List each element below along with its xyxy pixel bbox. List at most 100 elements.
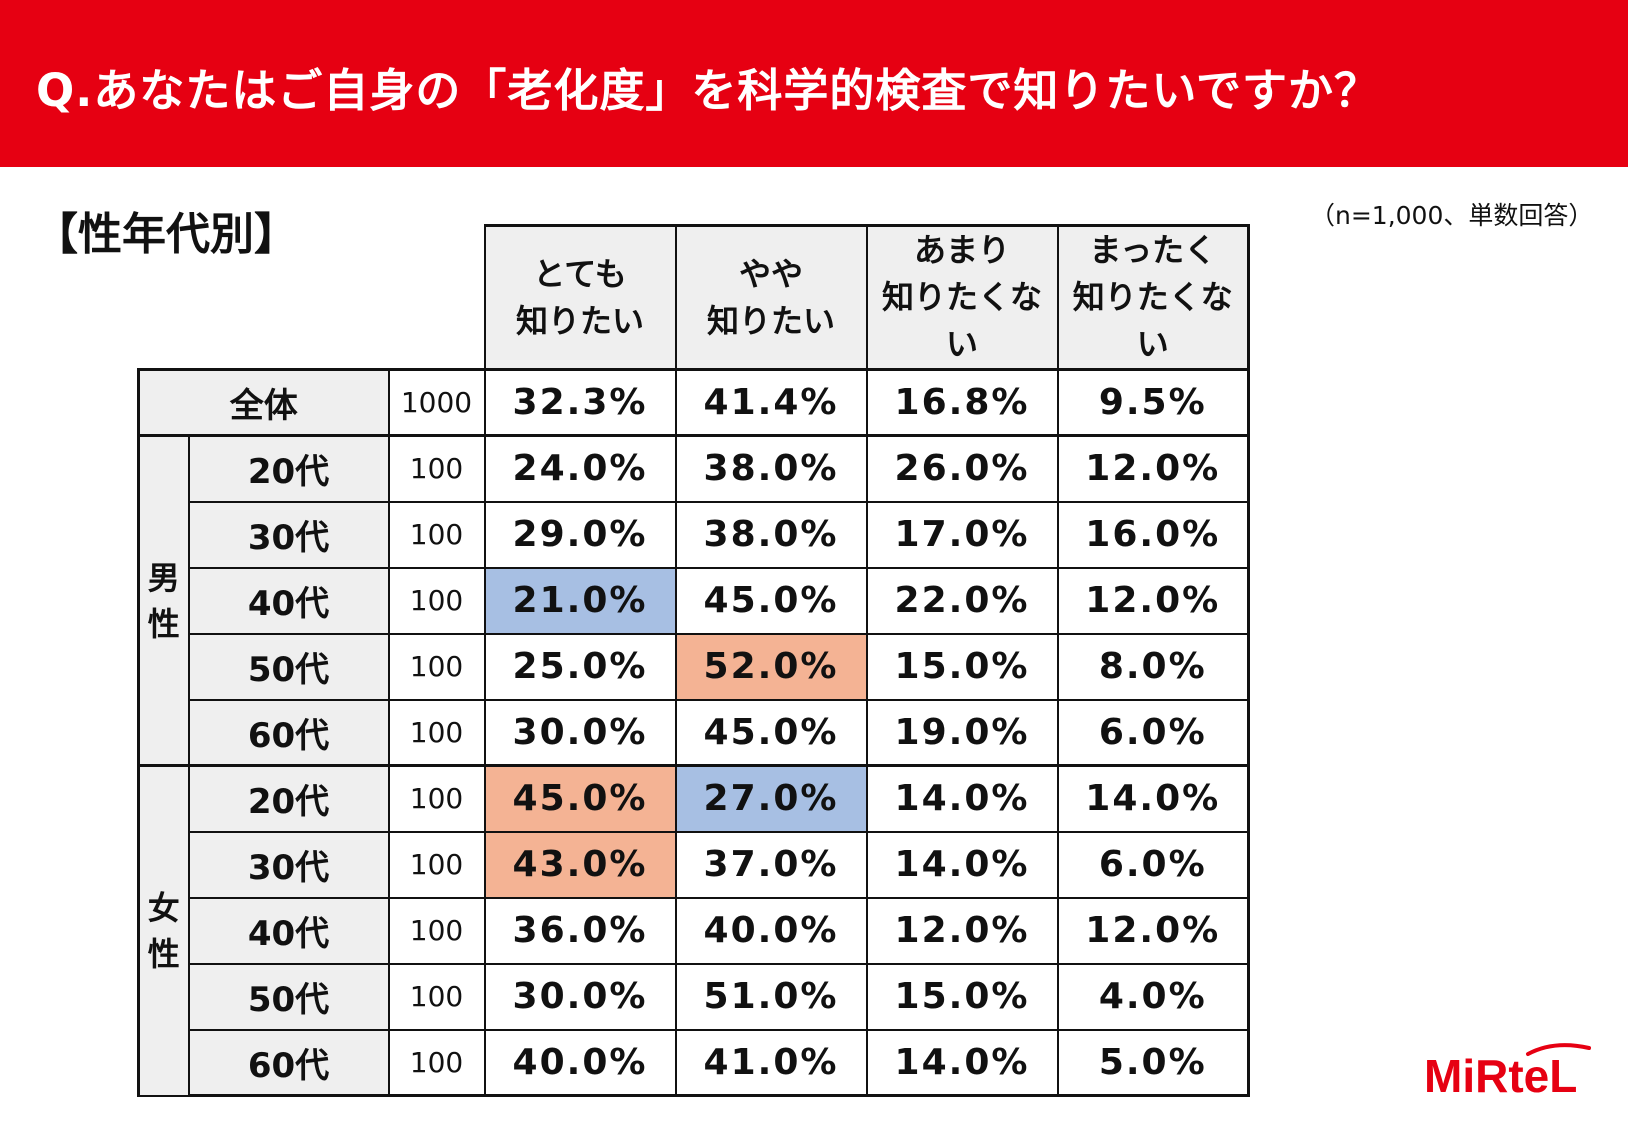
sample-count: 100 — [387, 698, 486, 767]
age-label: 40代 — [187, 566, 390, 635]
column-header-line1: やや — [738, 254, 803, 293]
age-label: 20代 — [187, 434, 390, 503]
gender-label-line1: 女 — [147, 888, 180, 927]
value-cell: 26.0% — [865, 434, 1059, 503]
sample-count: 1000 — [387, 368, 486, 437]
value-cell: 14.0% — [1056, 764, 1250, 833]
value-cell: 45.0% — [674, 698, 868, 767]
value-cell: 12.0% — [865, 896, 1059, 965]
value-cell: 21.0% — [483, 566, 677, 635]
table-row: 30代 100 29.0% 38.0% 17.0% 16.0% — [139, 500, 1250, 569]
sample-count: 100 — [387, 1028, 486, 1097]
table-row: 男性 20代 100 24.0% 38.0% 26.0% 12.0% — [137, 434, 1250, 767]
value-cell: 52.0% — [674, 632, 868, 701]
value-cell: 16.0% — [1056, 500, 1250, 569]
value-cell: 5.0% — [1056, 1028, 1250, 1097]
value-cell: 15.0% — [865, 962, 1059, 1031]
total-label: 全体 — [137, 368, 390, 437]
column-header-line2: 知りたくない — [1072, 278, 1233, 363]
value-cell: 9.5% — [1056, 368, 1250, 437]
value-cell: 41.0% — [674, 1028, 868, 1097]
section-title: 【性年代別】 — [34, 209, 298, 260]
value-cell: 36.0% — [483, 896, 677, 965]
value-cell: 25.0% — [483, 632, 677, 701]
sample-count: 100 — [387, 896, 486, 965]
value-cell: 15.0% — [865, 632, 1059, 701]
table-row-total: 全体 1000 32.3% 41.4% 16.8% 9.5% — [137, 368, 1250, 437]
value-cell: 12.0% — [1056, 434, 1250, 503]
column-header-line2: 知りたい — [515, 301, 644, 340]
column-header: とても 知りたい — [483, 224, 677, 371]
value-cell: 40.0% — [674, 896, 868, 965]
gender-label-line2: 性 — [147, 934, 180, 973]
value-cell: 12.0% — [1056, 896, 1250, 965]
value-cell: 4.0% — [1056, 962, 1250, 1031]
value-cell: 43.0% — [483, 830, 677, 899]
column-header-line1: とても — [533, 254, 627, 293]
sample-count: 100 — [387, 764, 486, 833]
age-label: 30代 — [187, 830, 390, 899]
value-cell: 22.0% — [865, 566, 1059, 635]
table-row: 50代 100 30.0% 51.0% 15.0% 4.0% — [139, 962, 1250, 1031]
value-cell: 8.0% — [1056, 632, 1250, 701]
survey-results-table: とても 知りたい やや 知りたい あまり 知りたくない まったく 知りたくない 全体 1000 32… — [137, 224, 1250, 1097]
column-header-line1: あまり — [913, 231, 1010, 269]
table-header-row: とても 知りたい やや 知りたい あまり 知りたくない まったく 知りたくない — [139, 224, 1250, 371]
table-row: 女性 20代 100 45.0% 27.0% 14.0% 14.0% — [137, 764, 1250, 1097]
value-cell: 45.0% — [674, 566, 868, 635]
age-label: 20代 — [187, 764, 390, 833]
value-cell: 30.0% — [483, 698, 677, 767]
sample-count: 100 — [387, 962, 486, 1031]
gender-label: 女性 — [137, 764, 190, 1097]
table-row: 60代 100 30.0% 45.0% 19.0% 6.0% — [139, 698, 1250, 767]
sample-count: 100 — [387, 632, 486, 701]
table-row: 60代 100 40.0% 41.0% 14.0% 5.0% — [139, 1028, 1250, 1097]
title-banner: Q.あなたはご自身の「老化度」を科学的検査で知りたいですか？ — [0, 0, 1628, 167]
sample-count: 100 — [387, 500, 486, 569]
value-cell: 6.0% — [1056, 698, 1250, 767]
value-cell: 51.0% — [674, 962, 868, 1031]
value-cell: 40.0% — [483, 1028, 677, 1097]
sample-count: 100 — [387, 830, 486, 899]
value-cell: 30.0% — [483, 962, 677, 1031]
age-label: 50代 — [187, 962, 390, 1031]
column-header-line2: 知りたくない — [881, 278, 1042, 363]
column-header-line1: まったく — [1089, 231, 1217, 269]
table-row: 50代 100 25.0% 52.0% 15.0% 8.0% — [139, 632, 1250, 701]
value-cell: 38.0% — [674, 434, 868, 503]
age-label: 60代 — [187, 698, 390, 767]
value-cell: 14.0% — [865, 1028, 1059, 1097]
table-row: 40代 100 21.0% 45.0% 22.0% 12.0% — [139, 566, 1250, 635]
column-header: やや 知りたい — [674, 224, 868, 371]
value-cell: 32.3% — [483, 368, 677, 437]
sample-count: 100 — [387, 434, 486, 503]
gender-label-line2: 性 — [147, 604, 180, 643]
mirtel-logo: MiRteL — [1424, 1043, 1591, 1100]
value-cell: 12.0% — [1056, 566, 1250, 635]
age-label: 40代 — [187, 896, 390, 965]
value-cell: 14.0% — [865, 764, 1059, 833]
question-title: Q.あなたはご自身の「老化度」を科学的検査で知りたいですか？ — [36, 64, 1381, 117]
svg-text:MiRteL: MiRteL — [1424, 1050, 1577, 1100]
gender-label-line1: 男 — [147, 558, 180, 597]
value-cell: 45.0% — [483, 764, 677, 833]
value-cell: 24.0% — [483, 434, 677, 503]
value-cell: 27.0% — [674, 764, 868, 833]
age-label: 50代 — [187, 632, 390, 701]
value-cell: 19.0% — [865, 698, 1059, 767]
column-header: あまり 知りたくない — [865, 224, 1059, 371]
value-cell: 38.0% — [674, 500, 868, 569]
sample-count: 100 — [387, 566, 486, 635]
value-cell: 16.8% — [865, 368, 1059, 437]
table-row: 40代 100 36.0% 40.0% 12.0% 12.0% — [139, 896, 1250, 965]
value-cell: 37.0% — [674, 830, 868, 899]
value-cell: 14.0% — [865, 830, 1059, 899]
value-cell: 6.0% — [1056, 830, 1250, 899]
column-header: まったく知りたくない — [1056, 224, 1250, 371]
value-cell: 29.0% — [483, 500, 677, 569]
value-cell: 41.4% — [674, 368, 868, 437]
age-label: 60代 — [187, 1028, 390, 1097]
table-row: 30代 100 43.0% 37.0% 14.0% 6.0% — [139, 830, 1250, 899]
header-blank — [139, 226, 485, 370]
gender-label: 男性 — [137, 434, 190, 767]
